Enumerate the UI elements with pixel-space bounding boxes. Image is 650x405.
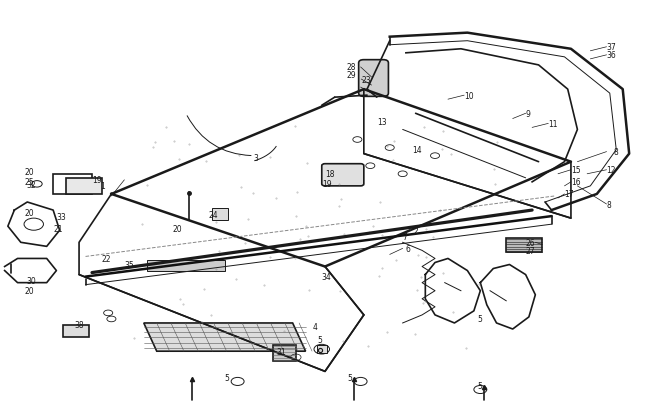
Text: 25: 25 [24, 178, 34, 187]
Text: 15: 15 [571, 166, 580, 175]
Text: 20: 20 [24, 208, 34, 217]
Text: 5: 5 [477, 381, 482, 390]
Text: 29: 29 [346, 71, 356, 80]
Text: 6: 6 [406, 244, 411, 253]
Text: 28: 28 [346, 63, 356, 72]
Text: 20: 20 [173, 224, 183, 233]
Text: 24: 24 [209, 210, 218, 219]
Text: 22: 22 [101, 254, 111, 263]
Text: 5: 5 [348, 373, 352, 382]
Text: 27: 27 [526, 246, 535, 255]
Text: 5: 5 [317, 335, 322, 344]
Text: 5: 5 [477, 315, 482, 324]
Polygon shape [144, 323, 306, 351]
Text: 38: 38 [75, 321, 84, 330]
Text: 21: 21 [53, 224, 62, 233]
Text: 31: 31 [276, 347, 286, 356]
Text: 30: 30 [26, 277, 36, 286]
Text: 7: 7 [402, 232, 408, 241]
Text: 2: 2 [413, 226, 418, 235]
Text: 23: 23 [361, 75, 371, 84]
Text: 20: 20 [24, 286, 34, 296]
Bar [63, 325, 89, 337]
Text: 37: 37 [606, 43, 616, 52]
Bar [147, 261, 225, 271]
Text: 10: 10 [464, 92, 474, 100]
Bar [212, 209, 228, 221]
Text: 34: 34 [322, 273, 332, 281]
Bar [273, 345, 296, 361]
Text: 1: 1 [100, 182, 105, 191]
Bar [66, 178, 101, 194]
Text: 3: 3 [254, 154, 259, 163]
Text: 4: 4 [313, 323, 317, 332]
Bar [53, 174, 92, 194]
Text: 5: 5 [224, 373, 229, 382]
Text: 20: 20 [24, 168, 34, 177]
FancyBboxPatch shape [322, 164, 364, 186]
Text: 8: 8 [613, 148, 617, 157]
Text: 36: 36 [606, 51, 616, 60]
Text: 17: 17 [564, 190, 574, 199]
Text: 16: 16 [571, 178, 580, 187]
Text: 13: 13 [377, 117, 386, 126]
Text: 11: 11 [549, 119, 558, 128]
Text: 12: 12 [606, 166, 616, 175]
Text: 32: 32 [26, 181, 36, 190]
Text: 9: 9 [526, 109, 530, 119]
Text: 33: 33 [57, 212, 66, 221]
Text: 19: 19 [322, 180, 332, 189]
Bar [506, 239, 542, 253]
Text: 26: 26 [526, 238, 535, 247]
Text: 18: 18 [325, 170, 335, 179]
Text: 19: 19 [92, 176, 101, 185]
FancyBboxPatch shape [359, 60, 389, 97]
Text: 35: 35 [124, 260, 134, 269]
Bar [317, 345, 327, 353]
Text: 14: 14 [412, 146, 422, 155]
Text: 8: 8 [606, 200, 611, 209]
